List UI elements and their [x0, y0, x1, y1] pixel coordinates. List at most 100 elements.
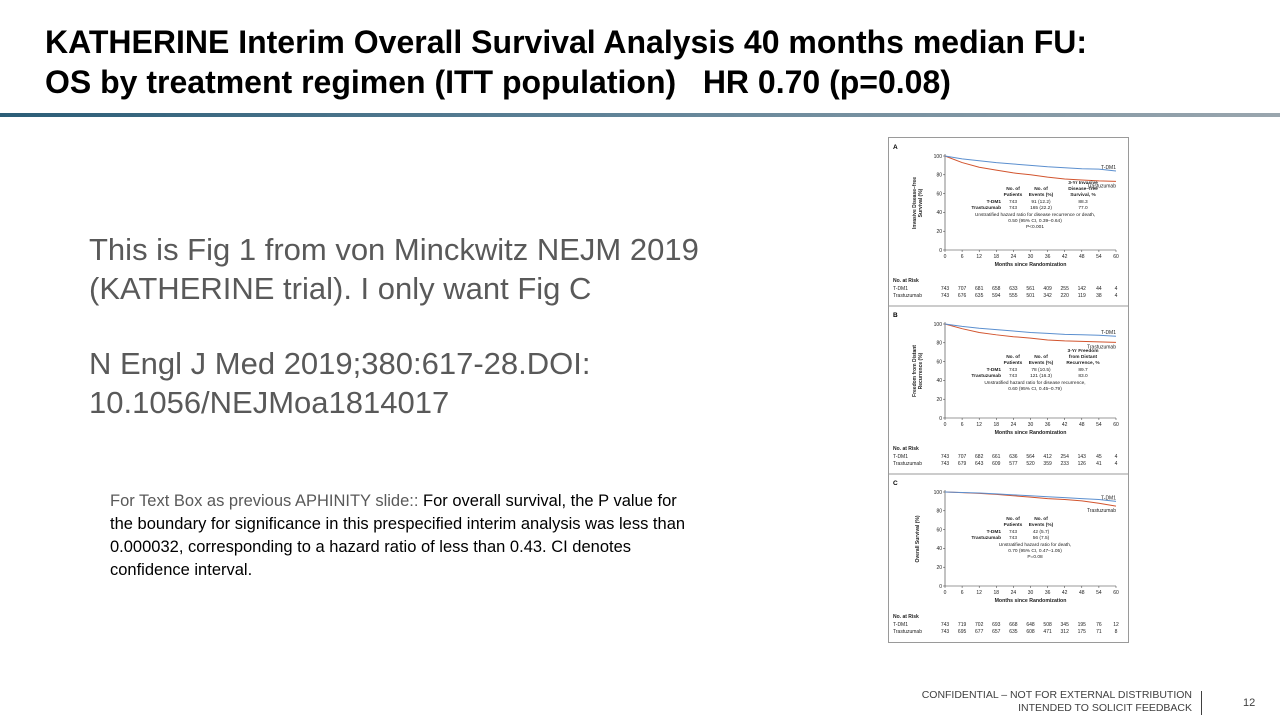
at-risk-value: 609: [992, 461, 1001, 467]
at-risk-value: 643: [975, 461, 984, 467]
at-risk-value: 743: [941, 461, 950, 467]
table-cell: 743: [1009, 367, 1017, 373]
x-tick-label: 30: [1028, 254, 1034, 260]
x-tick-label: 18: [994, 590, 1000, 596]
table-header: Survival, %: [1070, 192, 1096, 198]
at-risk-label-tdm1: T-DM1: [893, 286, 908, 292]
note-text: For overall survival, the P value for th…: [110, 492, 686, 579]
tdm1-curve: [944, 323, 1117, 337]
x-tick-label: 54: [1096, 254, 1102, 260]
at-risk-value: 45: [1096, 454, 1102, 460]
x-tick-label: 48: [1079, 422, 1085, 428]
at-risk-value: 564: [1026, 454, 1035, 460]
y-tick-label: 100: [934, 154, 943, 160]
at-risk-value: 681: [975, 286, 984, 292]
curve-label-trastuzumab: Trastuzumab: [1087, 508, 1116, 514]
tdm1-curve: [944, 155, 1117, 172]
y-axis-label: Survival (%): [918, 188, 924, 217]
curve-label-trastuzumab: Trastuzumab: [1087, 344, 1116, 350]
at-risk-value: 657: [992, 629, 1001, 635]
table-cell: 121 (16.3): [1030, 373, 1052, 379]
x-tick-label: 24: [1011, 254, 1017, 260]
body-paragraph-1: This is Fig 1 from von Minckwitz NEJM 20…: [89, 232, 699, 306]
body-text: This is Fig 1 from von Minckwitz NEJM 20…: [89, 230, 789, 458]
p-value-text: P<0.001: [1026, 224, 1044, 230]
at-risk-value: 255: [1061, 286, 1070, 292]
km-figure: A 0 20 40 60 80 100 0 6 12 18 24 30 36 42 48 54 60 Months …: [888, 137, 1129, 643]
table-row-label: Trastuzumab: [971, 205, 1001, 211]
y-tick-label: 100: [934, 322, 943, 328]
y-tick-label: 100: [934, 490, 943, 496]
at-risk-label-tdm1: T-DM1: [893, 622, 908, 628]
at-risk-value: 409: [1043, 286, 1052, 292]
table-cell: 89.7: [1078, 367, 1088, 373]
at-risk-value: 635: [1009, 629, 1018, 635]
x-tick-label: 42: [1062, 590, 1068, 596]
at-risk-value: 126: [1078, 461, 1087, 467]
at-risk-value: 636: [1009, 454, 1018, 460]
at-risk-header: No. at Risk: [893, 614, 919, 620]
table-header: 3-Yr Invasive: [1068, 180, 1098, 186]
at-risk-value: 561: [1026, 286, 1035, 292]
table-cell: 83.0: [1078, 373, 1088, 379]
at-risk-value: 679: [958, 461, 967, 467]
at-risk-value: 608: [1026, 629, 1035, 635]
title-line-2: OS by treatment regimen (ITT population)…: [45, 64, 951, 100]
x-tick-label: 30: [1028, 422, 1034, 428]
hazard-ratio-text: 0.50 (95% CI, 0.39–0.64): [1008, 218, 1062, 224]
x-tick-label: 60: [1113, 422, 1119, 428]
at-risk-value: 501: [1026, 293, 1035, 299]
at-risk-value: 682: [975, 454, 984, 460]
x-tick-label: 48: [1079, 254, 1085, 260]
at-risk-label-trastuzumab: Trastuzumab: [893, 293, 922, 299]
y-tick-label: 20: [936, 397, 942, 403]
x-tick-label: 60: [1113, 590, 1119, 596]
x-tick-label: 54: [1096, 422, 1102, 428]
y-tick-label: 60: [936, 191, 942, 197]
table-cell: 78 (10.5): [1031, 367, 1051, 373]
at-risk-value: 195: [1078, 622, 1087, 628]
at-risk-value: 743: [941, 293, 950, 299]
at-risk-value: 412: [1043, 454, 1052, 460]
at-risk-value: 658: [992, 286, 1001, 292]
table-row-label: T-DM1: [987, 529, 1002, 535]
y-tick-label: 0: [939, 584, 942, 590]
trastuzumab-curve: [944, 323, 1117, 343]
at-risk-label-trastuzumab: Trastuzumab: [893, 461, 922, 467]
at-risk-value: 4: [1115, 454, 1118, 460]
y-tick-label: 40: [936, 546, 942, 552]
table-cell: 91 (12.2): [1031, 199, 1051, 205]
at-risk-header: No. at Risk: [893, 278, 919, 284]
curve-label-tdm1: T-DM1: [1101, 495, 1116, 501]
table-cell: 77.0: [1078, 205, 1088, 211]
at-risk-value: 471: [1043, 629, 1052, 635]
at-risk-value: 577: [1009, 461, 1018, 467]
at-risk-value: 508: [1043, 622, 1052, 628]
at-risk-value: 38: [1096, 293, 1102, 299]
table-cell: 42 (5.7): [1033, 529, 1050, 535]
table-header: Events (%): [1029, 522, 1054, 528]
x-tick-label: 12: [976, 254, 982, 260]
footer-line-2: INTENDED TO SOLICIT FEEDBACK: [1018, 702, 1192, 714]
y-axis-label: Invasive Disease–free: [912, 177, 918, 229]
hazard-ratio-text: 0.70 (95% CI, 0.47–1.05): [1008, 548, 1062, 554]
at-risk-value: 677: [975, 629, 984, 635]
table-cell: 743: [1009, 529, 1017, 535]
at-risk-value: 707: [958, 454, 967, 460]
x-tick-label: 54: [1096, 590, 1102, 596]
body-paragraph-2: N Engl J Med 2019;380:617-28.DOI: 10.105…: [89, 346, 591, 420]
table-row-label: T-DM1: [987, 199, 1002, 205]
at-risk-value: 342: [1043, 293, 1052, 299]
table-header: Patients: [1004, 192, 1023, 198]
at-risk-value: 743: [941, 629, 950, 635]
table-cell: 743: [1009, 373, 1017, 379]
panel-letter: B: [893, 312, 898, 319]
note-prefix: For Text Box as previous APHINITY slide:…: [110, 492, 424, 510]
table-cell: 743: [1009, 199, 1017, 205]
x-tick-label: 24: [1011, 590, 1017, 596]
at-risk-value: 41: [1096, 461, 1102, 467]
table-header: Recurrence, %: [1066, 360, 1100, 366]
x-tick-label: 36: [1045, 422, 1051, 428]
title-divider: [0, 113, 1280, 117]
